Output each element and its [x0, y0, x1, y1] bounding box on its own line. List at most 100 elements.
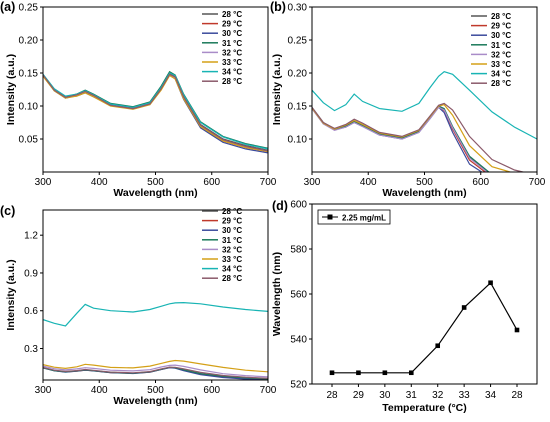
legend: 28 °C29 °C30 °C31 °C32 °C33 °C34 °C28 °C	[202, 207, 242, 283]
data-point	[435, 343, 441, 349]
legend-label: 34 °C	[222, 265, 242, 274]
data-point	[382, 370, 388, 376]
y-tick-label: 0.25	[288, 36, 308, 47]
y-axis-label: Intensity (a.u.)	[271, 54, 283, 125]
y-axis-label: Intensity (a.u.)	[5, 259, 17, 330]
series-line-6	[312, 104, 513, 172]
legend-label: 32 °C	[222, 245, 242, 254]
legend-label: 29 °C	[222, 20, 242, 29]
x-tick-label: 500	[416, 177, 433, 188]
legend-label: 32 °C	[222, 48, 242, 57]
legend-label: 30 °C	[491, 31, 511, 40]
data-point	[488, 280, 493, 286]
x-tick-label: 300	[35, 385, 52, 396]
x-tick-label: 28	[511, 390, 523, 401]
y-tick-label: 0.10	[288, 135, 308, 146]
legend-label: 30 °C	[222, 29, 242, 38]
y-tick-label: 0.9	[24, 268, 38, 279]
x-tick-label: 31	[406, 390, 418, 401]
x-tick-label: 600	[203, 177, 220, 188]
x-tick-label: 300	[35, 177, 52, 188]
series-line-5	[312, 106, 488, 172]
x-tick-label: 700	[260, 385, 277, 396]
y-tick-label: 580	[290, 245, 307, 256]
y-tick-label: 540	[290, 335, 307, 346]
x-tick-label: 500	[147, 385, 164, 396]
series-line-8	[312, 102, 526, 172]
y-tick-label: 0.15	[288, 102, 308, 113]
series-line-1	[312, 105, 489, 172]
data-point	[329, 370, 335, 376]
x-tick-label: 30	[379, 390, 391, 401]
x-tick-label: 400	[91, 385, 108, 396]
legend-label: 34 °C	[222, 68, 242, 77]
data-point	[356, 370, 361, 376]
legend-label: 2.25 mg/mL	[342, 214, 386, 223]
y-tick-label: 600	[290, 200, 307, 211]
legend-label: 34 °C	[491, 70, 511, 79]
y-axis-label: Wavelength (nm)	[271, 252, 283, 336]
legend-label: 33 °C	[222, 255, 242, 264]
y-tick-label: 1.2	[24, 231, 38, 242]
panel-3: 300 400 500 600 700 0.3 0.6 0.9 1.2 Wavelength (n…	[0, 204, 277, 407]
panel-label: (b)	[270, 0, 286, 14]
x-axis-label: Wavelength (nm)	[113, 395, 197, 407]
x-tick-label: 600	[203, 385, 220, 396]
x-tick-label: 32	[432, 390, 444, 401]
panel-label: (c)	[0, 204, 15, 218]
x-tick-label: 600	[472, 177, 489, 188]
y-axis-label: Intensity (a.u.)	[5, 54, 17, 125]
series-line-7	[43, 72, 268, 150]
x-axis-label: Temperature (°C)	[382, 402, 467, 414]
legend-label: 28 °C	[491, 12, 511, 21]
x-tick-label: 29	[353, 390, 365, 401]
series-line-7	[43, 301, 268, 327]
x-tick-label: 28	[326, 390, 338, 401]
legend: 28 °C29 °C30 °C31 °C32 °C33 °C34 °C28 °C	[471, 12, 511, 88]
legend-label: 32 °C	[491, 50, 511, 59]
x-tick-label: 700	[260, 177, 277, 188]
y-tick-label: 0.05	[19, 135, 39, 146]
series-line-6	[43, 359, 268, 373]
panel-label: (a)	[0, 0, 15, 14]
x-tick-label: 500	[147, 177, 164, 188]
series-line-8	[43, 73, 268, 152]
legend: 28 °C29 °C30 °C31 °C32 °C33 °C34 °C28 °C	[202, 10, 242, 86]
y-tick-label: 0.25	[19, 3, 39, 14]
y-tick-label: 0.20	[19, 36, 39, 47]
data-point	[408, 370, 414, 376]
y-tick-label: 0.20	[288, 69, 308, 80]
panel-2: 300 400 500 600 700 0.10 0.15 0.20 0.25 0.30 Wavel…	[270, 0, 546, 199]
legend-label: 31 °C	[222, 236, 242, 245]
data-point	[514, 327, 520, 333]
x-axis-label: Wavelength (nm)	[382, 187, 466, 199]
series-line-1	[332, 281, 518, 374]
legend-label: 33 °C	[491, 60, 511, 69]
y-tick-label: 0.6	[24, 306, 38, 317]
legend-label: 29 °C	[491, 22, 511, 31]
y-tick-label: 0.3	[24, 344, 38, 355]
panel-label: (d)	[272, 199, 288, 213]
legend-label: 28 °C	[222, 77, 242, 86]
x-tick-label: 400	[360, 177, 377, 188]
legend-marker	[327, 214, 333, 220]
legend-label: 31 °C	[222, 39, 242, 48]
data-point	[461, 305, 467, 310]
y-tick-label: 520	[290, 380, 307, 391]
x-axis-label: Wavelength (nm)	[113, 187, 197, 199]
legend: 2.25 mg/mL	[317, 209, 391, 225]
legend-label: 28 °C	[222, 274, 242, 283]
series-line-5	[43, 364, 268, 378]
series-line-6	[43, 74, 268, 153]
legend-label: 29 °C	[222, 217, 242, 226]
y-tick-label: 560	[290, 290, 307, 301]
x-tick-label: 34	[485, 390, 497, 401]
legend-label: 30 °C	[222, 226, 242, 235]
legend-label: 28 °C	[491, 79, 511, 88]
legend-label: 31 °C	[491, 41, 511, 50]
legend-box	[317, 209, 391, 225]
legend-label: 28 °C	[222, 207, 242, 216]
series-line-3	[43, 367, 268, 380]
panel-1: 300 400 500 600 700 0.05 0.10 0.15 0.20 0.25 Wavel…	[0, 0, 277, 199]
x-tick-label: 700	[529, 177, 546, 188]
